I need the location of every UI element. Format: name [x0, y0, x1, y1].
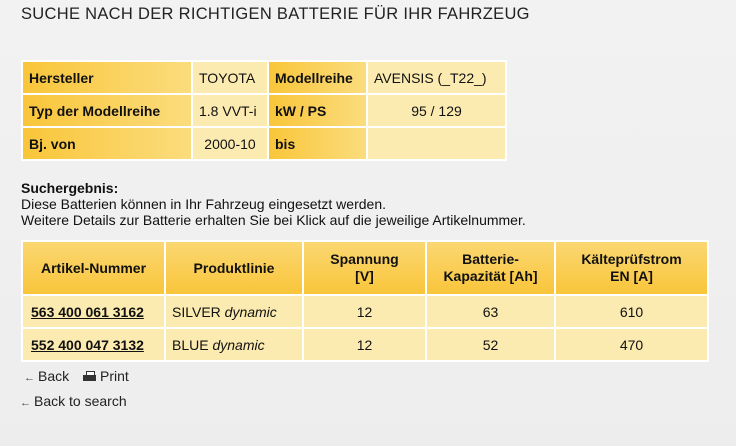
- table-row: 563 400 061 3162 SILVER dynamic 12 63 61…: [23, 296, 707, 327]
- vehicle-row-type: Typ der Modellreihe 1.8 VVT-i kW / PS 95…: [23, 95, 505, 126]
- vehicle-row-manufacturer: Hersteller TOYOTA Modellreihe AVENSIS (_…: [23, 62, 505, 93]
- table-row: 552 400 047 3132 BLUE dynamic 12 52 470: [23, 329, 707, 360]
- capacity-cell: 63: [427, 296, 554, 327]
- column-header-voltage: Spannung [V]: [304, 242, 425, 294]
- results-header-row: Artikel-Nummer Produktlinie Spannung [V] …: [23, 242, 707, 294]
- cca-cell: 470: [556, 329, 707, 360]
- back-to-search-nav: ← Back to search: [20, 393, 127, 409]
- series-label: Modellreihe: [269, 62, 366, 93]
- capacity-cell: 52: [427, 329, 554, 360]
- back-to-search-link[interactable]: ← Back to search: [20, 393, 127, 409]
- print-link[interactable]: Print: [73, 368, 129, 384]
- product-line-cell: BLUE dynamic: [166, 329, 302, 360]
- article-number-link[interactable]: 552 400 047 3132: [23, 329, 164, 360]
- type-value: 1.8 VVT-i: [193, 95, 267, 126]
- voltage-cell: 12: [304, 329, 425, 360]
- year-from-value: 2000-10: [193, 128, 267, 159]
- year-to-value: [368, 128, 505, 159]
- year-to-label: bis: [269, 128, 366, 159]
- product-line-cell: SILVER dynamic: [166, 296, 302, 327]
- arrow-left-icon: ←: [24, 372, 35, 384]
- power-value: 95 / 129: [368, 95, 505, 126]
- voltage-cell: 12: [304, 296, 425, 327]
- series-value: AVENSIS (_T22_): [368, 62, 505, 93]
- back-link[interactable]: ← Back: [24, 368, 70, 384]
- column-header-cca: Kälteprüfstrom EN [A]: [556, 242, 707, 294]
- article-number-link[interactable]: 563 400 061 3162: [23, 296, 164, 327]
- printer-icon: [83, 371, 97, 382]
- page-title: SUCHE NACH DER RICHTIGEN BATTERIE FÜR IH…: [21, 5, 530, 23]
- column-header-capacity: Batterie- Kapazität [Ah]: [427, 242, 554, 294]
- results-description-2: Weitere Details zur Batterie erhalten Si…: [21, 212, 526, 228]
- power-label: kW / PS: [269, 95, 366, 126]
- manufacturer-value: TOYOTA: [193, 62, 267, 93]
- nav-actions: ← Back Print: [24, 368, 129, 384]
- battery-results-table: Artikel-Nummer Produktlinie Spannung [V] …: [21, 240, 709, 362]
- results-description-1: Diese Batterien können in Ihr Fahrzeug e…: [21, 196, 386, 212]
- year-from-label: Bj. von: [23, 128, 191, 159]
- results-heading: Suchergebnis:: [21, 180, 119, 196]
- arrow-left-icon: ←: [20, 397, 31, 409]
- type-label: Typ der Modellreihe: [23, 95, 191, 126]
- vehicle-row-year: Bj. von 2000-10 bis: [23, 128, 505, 159]
- column-header-article: Artikel-Nummer: [23, 242, 164, 294]
- cca-cell: 610: [556, 296, 707, 327]
- vehicle-info-table: Hersteller TOYOTA Modellreihe AVENSIS (_…: [21, 60, 507, 161]
- manufacturer-label: Hersteller: [23, 62, 191, 93]
- column-header-product-line: Produktlinie: [166, 242, 302, 294]
- results-header: Suchergebnis: Diese Batterien können in …: [21, 180, 526, 228]
